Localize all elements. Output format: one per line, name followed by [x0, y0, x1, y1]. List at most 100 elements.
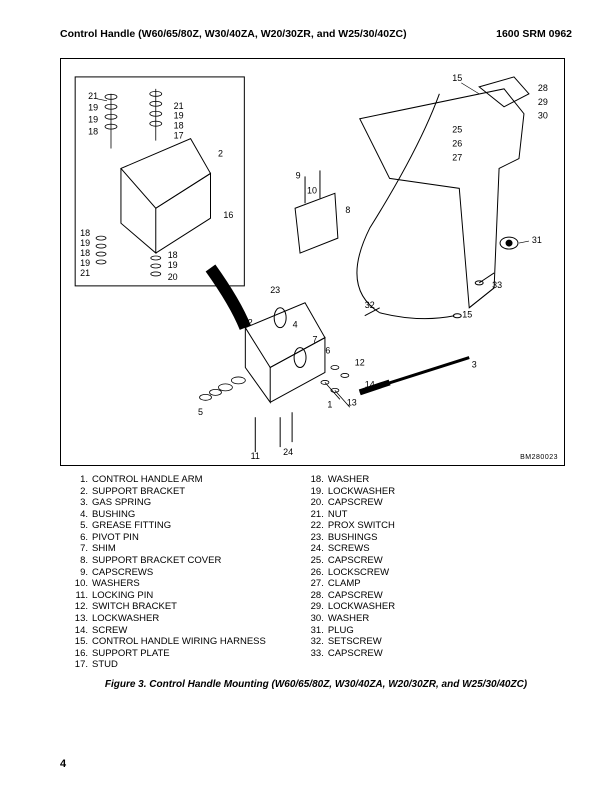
svg-text:4: 4 — [293, 320, 298, 330]
page-number: 4 — [60, 758, 66, 770]
svg-text:10: 10 — [307, 185, 317, 195]
svg-text:5: 5 — [198, 407, 203, 417]
figure-frame: 21 19 19 18 21 19 18 17 2 16 18 19 18 19… — [60, 58, 565, 466]
parts-number: 5. — [68, 520, 88, 532]
svg-text:2: 2 — [248, 318, 253, 328]
parts-row: 9.CAPSCREWS — [68, 567, 266, 579]
parts-row: 32.SETSCREW — [304, 636, 395, 648]
parts-label: LOCKSCREW — [328, 567, 389, 579]
svg-text:27: 27 — [452, 153, 462, 163]
parts-row: 2. SUPPORT BRACKET — [68, 486, 266, 498]
svg-text:28: 28 — [538, 83, 548, 93]
parts-row: 3.GAS SPRING — [68, 497, 266, 509]
parts-row: 29. LOCKWASHER — [304, 601, 395, 613]
svg-text:19: 19 — [80, 238, 90, 248]
svg-text:19: 19 — [168, 260, 178, 270]
parts-row: 23.BUSHINGS — [304, 532, 395, 544]
svg-text:20: 20 — [168, 272, 178, 282]
parts-number: 31. — [304, 625, 324, 637]
parts-row: 8.SUPPORT BRACKET COVER — [68, 555, 266, 567]
parts-label: SCREWS — [328, 543, 370, 555]
svg-text:2: 2 — [218, 149, 223, 159]
parts-label: PROX SWITCH — [328, 520, 395, 532]
parts-label: PLUG — [328, 625, 354, 637]
parts-label: SHIM — [92, 543, 116, 555]
parts-row: 31. PLUG — [304, 625, 395, 637]
svg-text:9: 9 — [296, 170, 301, 180]
parts-label: CLAMP — [328, 578, 361, 590]
parts-number: 18. — [304, 474, 324, 486]
parts-number: 27. — [304, 578, 324, 590]
svg-text:16: 16 — [223, 210, 233, 220]
svg-text:17: 17 — [174, 131, 184, 141]
parts-number: 2. — [68, 486, 88, 498]
parts-number: 3. — [68, 497, 88, 509]
parts-row: 21. NUT — [304, 509, 395, 521]
parts-number: 16. — [68, 648, 88, 660]
parts-label: GREASE FITTING — [92, 520, 171, 532]
parts-number: 15. — [68, 636, 88, 648]
parts-row: 28.CAPSCREW — [304, 590, 395, 602]
parts-col-2: 18.WASHER19.LOCKWASHER20.CAPSCREW21.NUT2… — [304, 474, 395, 671]
parts-row: 24. SCREWS — [304, 543, 395, 555]
svg-text:18: 18 — [168, 250, 178, 260]
svg-text:21: 21 — [174, 101, 184, 111]
parts-label: LOCKING PIN — [92, 590, 153, 602]
svg-text:12: 12 — [355, 357, 365, 367]
parts-label: CONTROL HANDLE ARM — [92, 474, 203, 486]
parts-label: PIVOT PIN — [92, 532, 139, 544]
parts-number: 6. — [68, 532, 88, 544]
svg-text:32: 32 — [365, 300, 375, 310]
parts-list: 1.CONTROL HANDLE ARM2.SUPPORT BRACKET3.G… — [68, 474, 572, 671]
figure-caption: Figure 3. Control Handle Mounting (W60/6… — [60, 679, 572, 690]
svg-text:19: 19 — [88, 115, 98, 125]
parts-number: 24. — [304, 543, 324, 555]
parts-label: SUPPORT PLATE — [92, 648, 170, 660]
parts-row: 11.LOCKING PIN — [68, 590, 266, 602]
parts-row: 17.STUD — [68, 659, 266, 671]
svg-text:18: 18 — [80, 248, 90, 258]
svg-text:11: 11 — [251, 451, 260, 461]
svg-text:24: 24 — [283, 447, 293, 457]
parts-label: WASHER — [328, 613, 369, 625]
parts-row: 14.SCREW — [68, 625, 266, 637]
svg-text:21: 21 — [80, 268, 90, 278]
parts-row: 15.CONTROL HANDLE WIRING HARNESS — [68, 636, 266, 648]
exploded-diagram: 21 19 19 18 21 19 18 17 2 16 18 19 18 19… — [61, 59, 564, 465]
header-left: Control Handle (W60/65/80Z, W30/40ZA, W2… — [60, 28, 407, 40]
parts-label: NUT — [328, 509, 348, 521]
parts-col-1: 1.CONTROL HANDLE ARM2.SUPPORT BRACKET3.G… — [68, 474, 266, 671]
parts-row: 10. WASHERS — [68, 578, 266, 590]
parts-number: 29. — [304, 601, 324, 613]
parts-label: CAPSCREW — [328, 497, 383, 509]
parts-label: WASHERS — [92, 578, 140, 590]
svg-text:29: 29 — [538, 97, 548, 107]
svg-text:31: 31 — [532, 235, 542, 245]
parts-number: 23. — [304, 532, 324, 544]
svg-text:3: 3 — [472, 359, 477, 369]
parts-number: 9. — [68, 567, 88, 579]
parts-row: 4.BUSHING — [68, 509, 266, 521]
svg-text:15: 15 — [462, 310, 472, 320]
svg-text:18: 18 — [174, 121, 184, 131]
parts-row: 20.CAPSCREW — [304, 497, 395, 509]
parts-label: SUPPORT BRACKET COVER — [92, 555, 221, 567]
parts-number: 21. — [304, 509, 324, 521]
parts-label: LOCKWASHER — [328, 486, 395, 498]
svg-text:18: 18 — [80, 228, 90, 238]
parts-number: 32. — [304, 636, 324, 648]
svg-text:33: 33 — [492, 280, 502, 290]
parts-label: WASHER — [328, 474, 369, 486]
svg-text:30: 30 — [538, 111, 548, 121]
parts-number: 19. — [304, 486, 324, 498]
parts-label: BUSHING — [92, 509, 135, 521]
parts-row: 5. GREASE FITTING — [68, 520, 266, 532]
parts-label: LOCKWASHER — [328, 601, 395, 613]
parts-row: 16. SUPPORT PLATE — [68, 648, 266, 660]
parts-number: 10. — [68, 578, 88, 590]
parts-number: 1. — [68, 474, 88, 486]
parts-number: 12. — [68, 601, 88, 613]
svg-text:6: 6 — [325, 346, 330, 356]
parts-row: 33.CAPSCREW — [304, 648, 395, 660]
parts-label: SUPPORT BRACKET — [92, 486, 185, 498]
